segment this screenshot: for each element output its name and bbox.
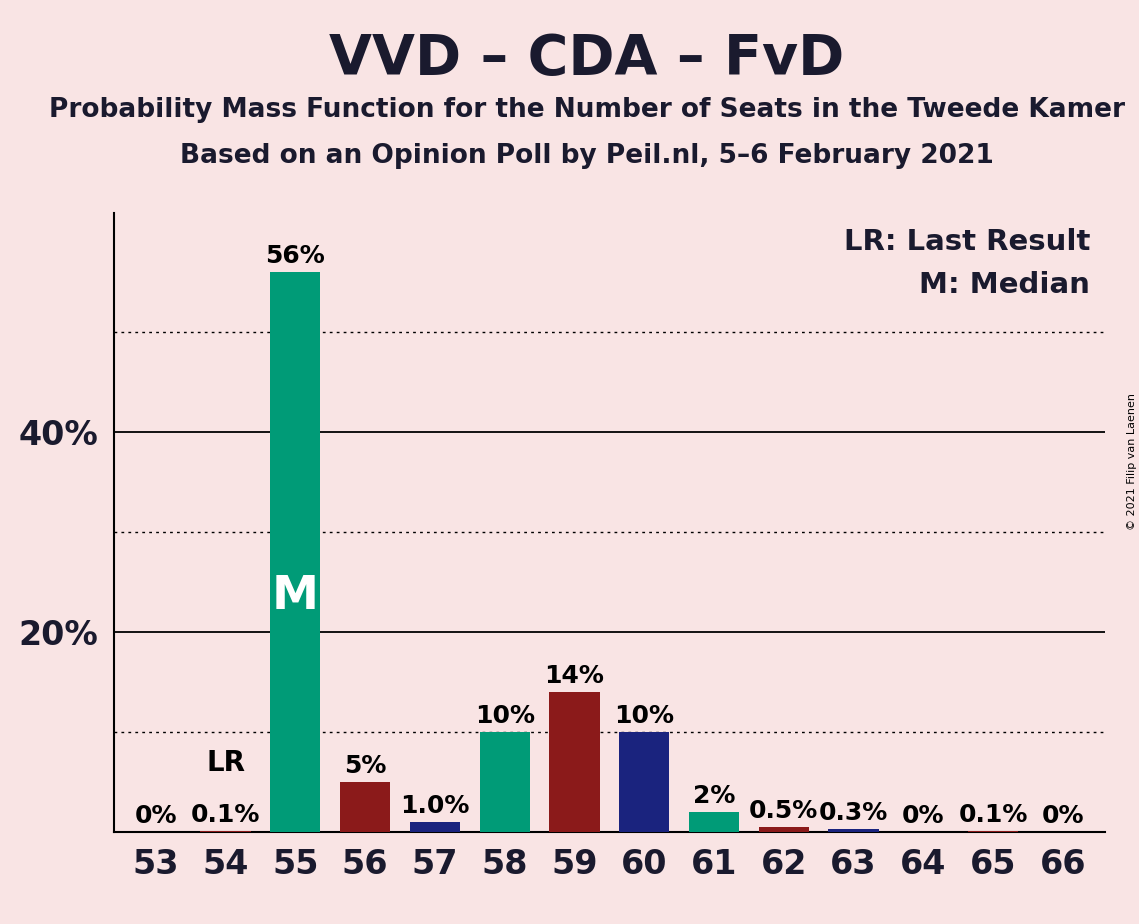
Text: 0.3%: 0.3% [819,800,888,824]
Bar [828,829,878,832]
Bar [200,831,251,832]
Bar [968,831,1018,832]
Bar [270,273,320,832]
Text: 56%: 56% [265,245,326,269]
Text: 0%: 0% [902,804,944,828]
Text: 2%: 2% [693,784,736,808]
Bar [341,782,391,832]
Text: 1.0%: 1.0% [400,794,469,818]
Text: 14%: 14% [544,663,605,687]
Bar [689,811,739,832]
Text: Based on an Opinion Poll by Peil.nl, 5–6 February 2021: Based on an Opinion Poll by Peil.nl, 5–6… [180,143,993,169]
Text: M: M [272,574,319,619]
Text: 0.5%: 0.5% [749,798,819,822]
Bar [480,732,530,832]
Bar [410,821,460,832]
Bar [620,732,670,832]
Text: 5%: 5% [344,754,386,778]
Text: VVD – CDA – FvD: VVD – CDA – FvD [329,32,844,86]
Text: 0%: 0% [134,804,177,828]
Text: LR: LR [206,748,245,777]
Text: M: Median: M: Median [919,272,1090,299]
Text: © 2021 Filip van Laenen: © 2021 Filip van Laenen [1126,394,1137,530]
Text: Probability Mass Function for the Number of Seats in the Tweede Kamer: Probability Mass Function for the Number… [49,97,1124,123]
Bar [759,827,809,832]
Bar [549,692,599,832]
Text: 10%: 10% [614,704,674,728]
Text: 10%: 10% [475,704,534,728]
Text: 0%: 0% [1042,804,1084,828]
Text: 0.1%: 0.1% [191,803,260,827]
Text: LR: Last Result: LR: Last Result [844,228,1090,256]
Text: 0.1%: 0.1% [959,803,1027,827]
